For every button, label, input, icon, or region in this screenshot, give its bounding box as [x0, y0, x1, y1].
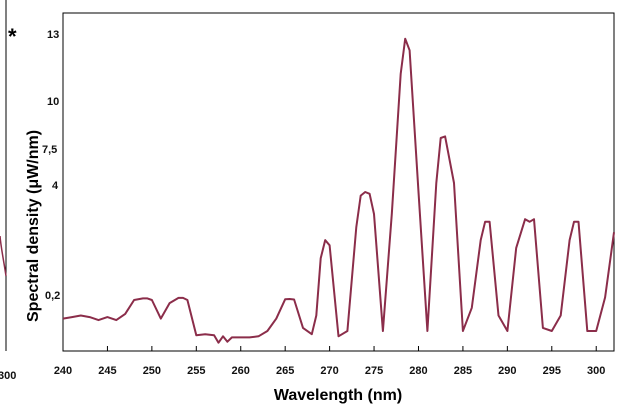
y-tick-label: 0,2: [45, 290, 60, 302]
y-tick-label: 7,5: [42, 144, 57, 156]
y-tick-label: 10: [47, 96, 59, 108]
x-tick-label: 290: [498, 365, 516, 377]
x-tick-label: 260: [232, 365, 250, 377]
y-axis-title: Spectral density (μW/nm): [25, 130, 42, 322]
x-tick-label: 255: [187, 365, 205, 377]
previous-panel-curve: [0, 235, 7, 277]
y-axis-title-asterisk: *: [8, 24, 17, 49]
x-tick-label: 295: [543, 365, 561, 377]
x-axis: 240 245 250 255 260 265 270 275 280 285 290 295 300: [54, 346, 605, 377]
plot-frame: [62, 12, 615, 352]
x-axis-title: Wavelength (nm): [274, 387, 402, 404]
x-tick-label: 300: [587, 365, 605, 377]
series-line: [62, 37, 615, 344]
x-tick-label: 240: [54, 365, 72, 377]
x-tick-label: 245: [98, 365, 116, 377]
x-tick-label: 270: [320, 365, 338, 377]
x-tick-label: 285: [454, 365, 472, 377]
x-tick-label: 275: [365, 365, 383, 377]
y-tick-label: 4: [52, 180, 59, 192]
previous-panel-tick-label: 300: [0, 370, 16, 382]
y-tick-label: 13: [47, 29, 59, 41]
x-tick-label: 250: [143, 365, 161, 377]
x-tick-label: 280: [409, 365, 427, 377]
x-tick-label: 265: [276, 365, 294, 377]
